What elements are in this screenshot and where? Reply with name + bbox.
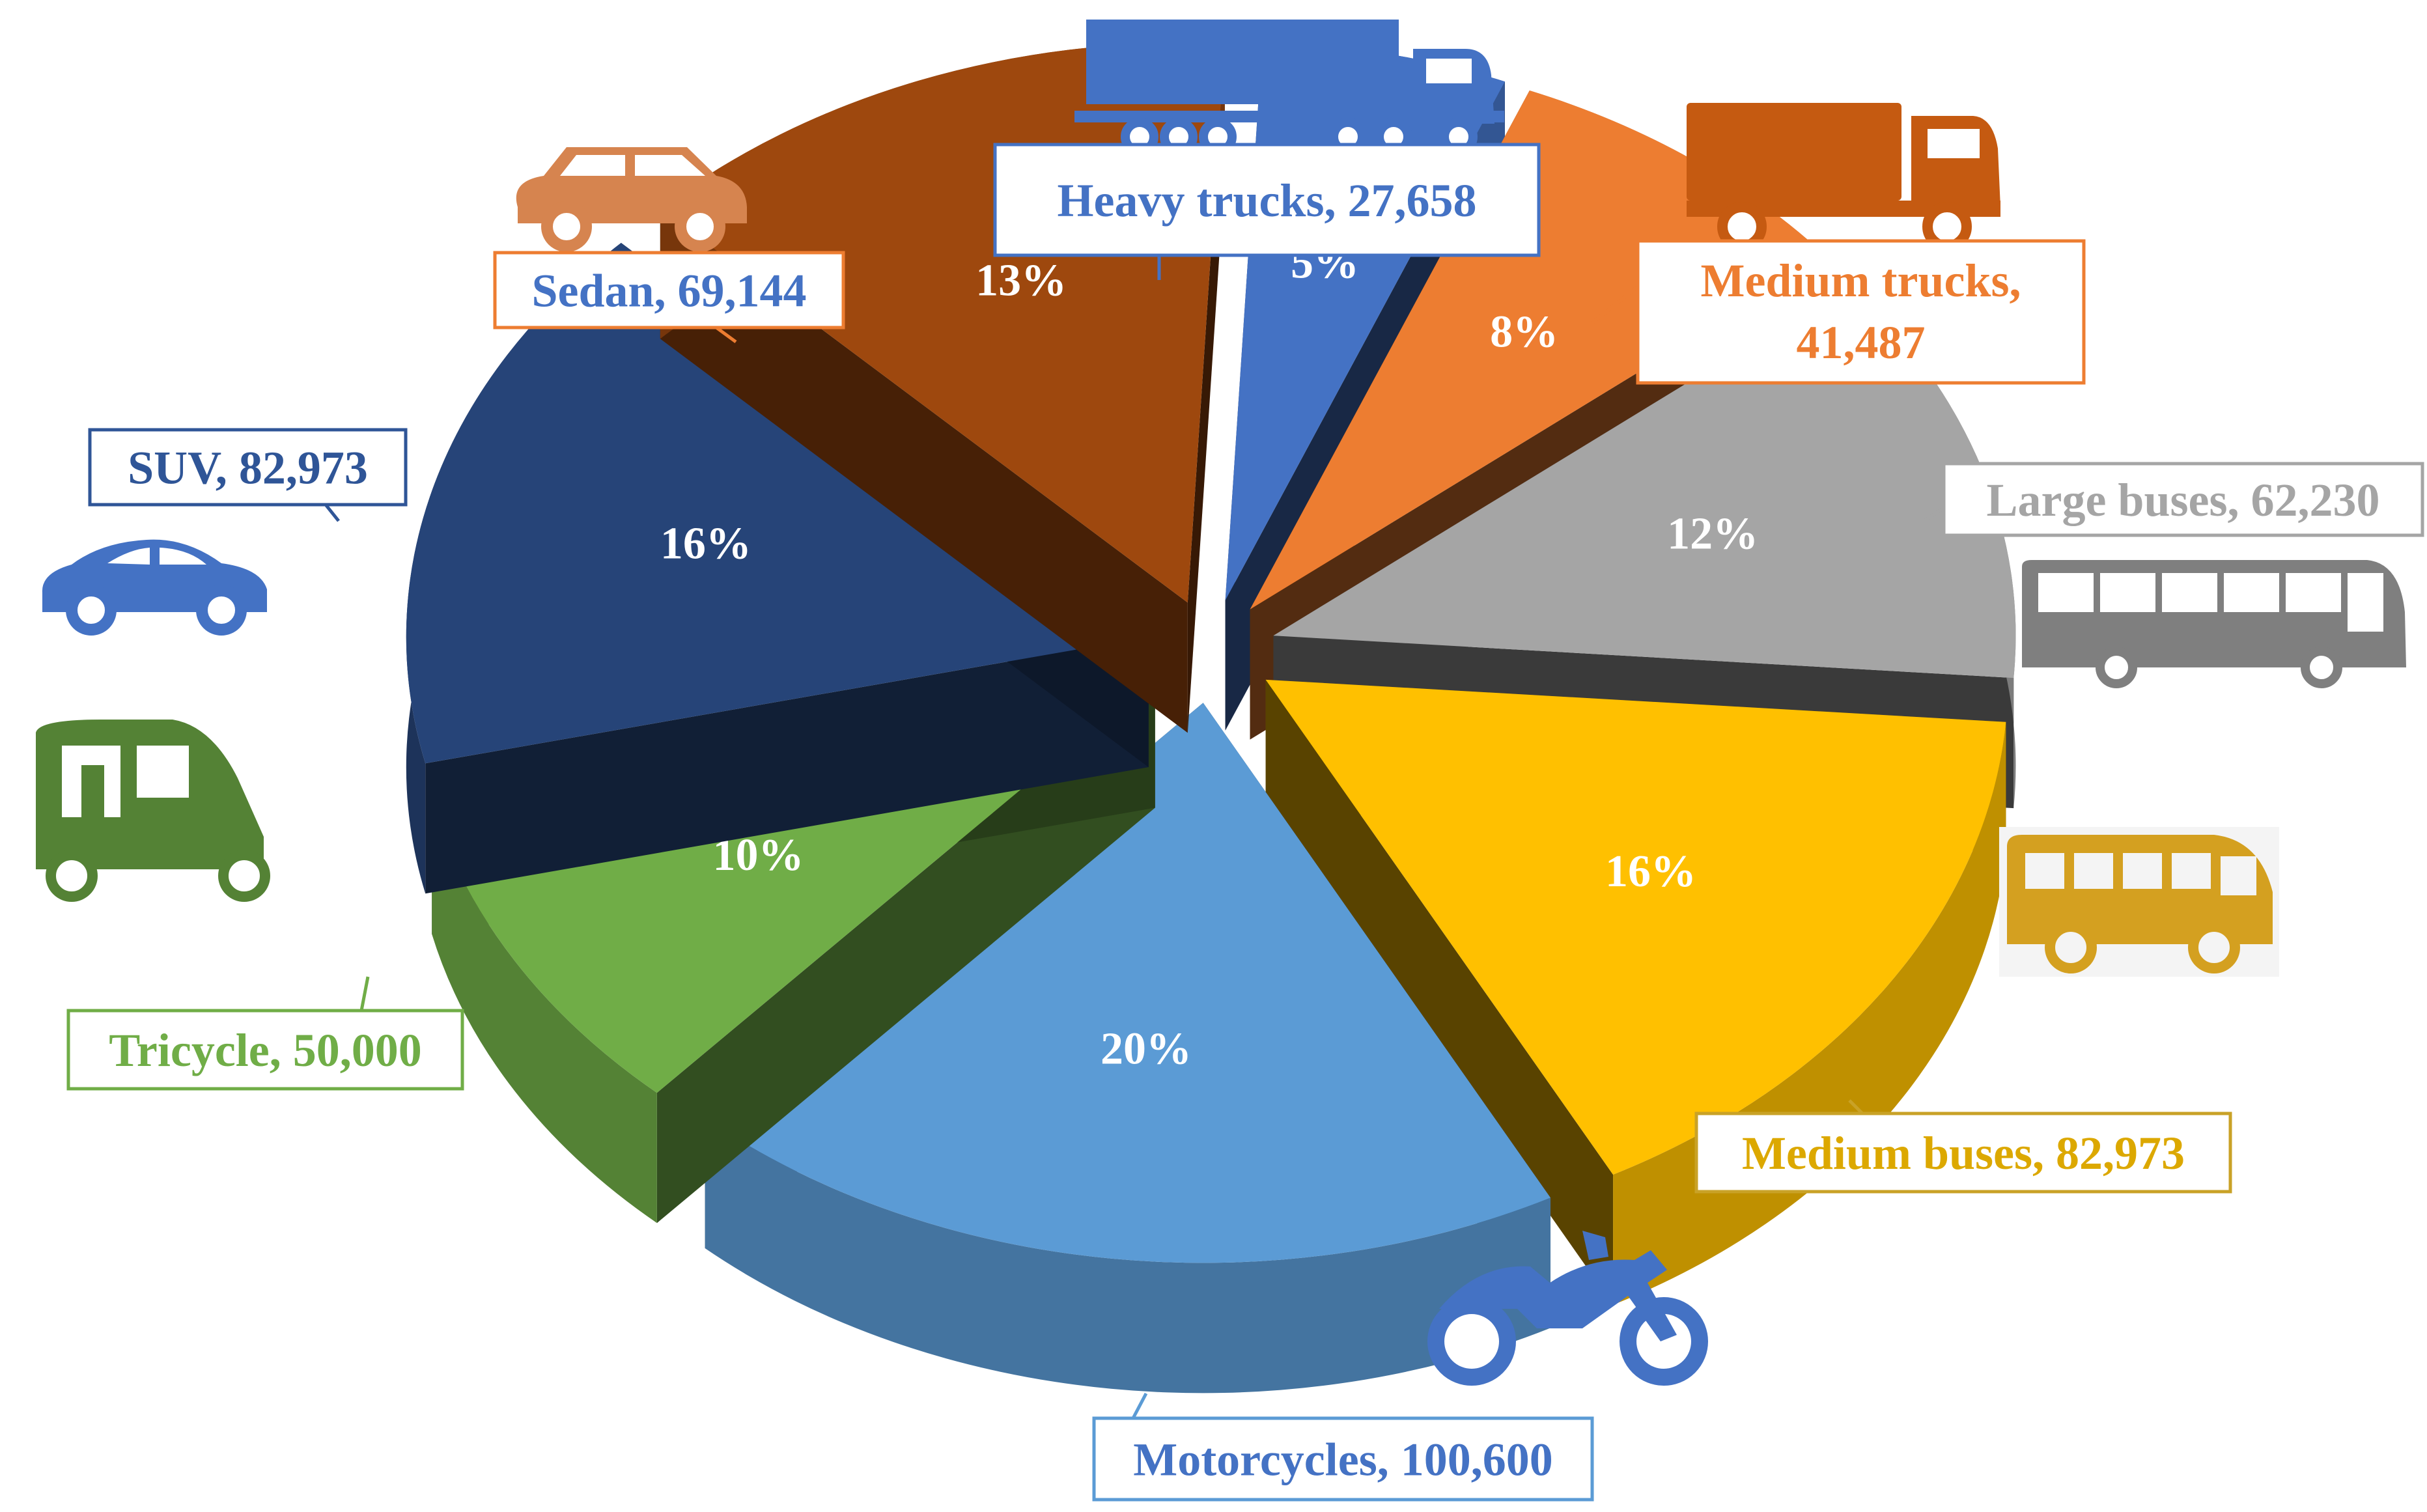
slice-rim xyxy=(705,1118,1551,1393)
callout-motorcycles: Motorcycles, 100,600 xyxy=(1092,1392,1594,1502)
callout-leader xyxy=(1848,1099,1864,1115)
callout-leader xyxy=(1923,506,1945,523)
percent-label: 16% xyxy=(1605,847,1696,897)
callout-leader xyxy=(715,326,737,344)
callout-text: Medium buses, 82,973 xyxy=(1742,1127,2185,1179)
callout-heavy-trucks: Heavy trucks, 27,658 xyxy=(993,143,1541,280)
callout-medium-trucks: Medium trucks, 41,487 xyxy=(1588,239,2086,385)
slice-side xyxy=(425,637,1149,894)
slice-top xyxy=(406,242,1149,764)
percent-label: 8% xyxy=(1490,307,1558,357)
percent-label: 13% xyxy=(975,255,1067,305)
slice-top xyxy=(705,703,1551,1263)
slice-top xyxy=(1265,679,2006,1175)
slice-rim xyxy=(432,804,657,1224)
callout-leader xyxy=(359,976,370,1011)
callout-text: Tricycle, 50,000 xyxy=(109,1024,422,1076)
callout-leader xyxy=(1588,285,1639,327)
slice-top xyxy=(1250,91,1827,609)
vehicle-icons xyxy=(36,20,2406,1386)
callout-value: 41,487 xyxy=(1797,316,1926,369)
pie-slices: 5%8%12%16%20%10%16%13% xyxy=(406,40,2016,1393)
callout-medium-buses: Medium buses, 82,973 xyxy=(1694,1099,2232,1194)
callout-text: Heavy trucks, 27,658 xyxy=(1058,175,1477,227)
callout-box xyxy=(1092,1416,1594,1502)
callout-large-buses: Large buses, 62,230 xyxy=(1923,462,2424,537)
medium-truck-icon xyxy=(1687,103,2000,251)
percent-label: 16% xyxy=(660,519,751,569)
callout-name: Medium trucks, xyxy=(1701,255,2021,307)
callout-text: SUV, 82,973 xyxy=(128,442,368,494)
callout-text: Motorcycles, 100,600 xyxy=(1133,1434,1552,1486)
large-bus-icon xyxy=(2022,560,2406,688)
slice-side xyxy=(1265,679,1614,1305)
callout-text: Sedan, 69,144 xyxy=(531,265,806,317)
callout-leader xyxy=(1131,1392,1148,1420)
heavy-truck-icon xyxy=(1074,20,1504,156)
slice-side xyxy=(660,208,1188,733)
suv-icon xyxy=(42,539,267,636)
callout-sedan: Sedan, 69,144 xyxy=(493,251,845,344)
callout-leader xyxy=(324,503,340,522)
callout-box xyxy=(493,251,845,329)
callout-box xyxy=(66,1009,464,1091)
callout-tricycle: Tricycle, 50,000 xyxy=(66,976,464,1091)
medium-bus-icon xyxy=(1999,827,2279,977)
callout-box xyxy=(1694,1112,2232,1194)
callout-box xyxy=(993,143,1541,257)
callout-box xyxy=(88,428,408,507)
data-labels: Heavy trucks, 27,658 Medium trucks, 41,487… xyxy=(66,143,2424,1502)
callout-suv: SUV, 82,973 xyxy=(88,428,408,522)
percent-label: 12% xyxy=(1667,509,1758,559)
callout-box xyxy=(1636,239,2086,385)
sedan-icon xyxy=(516,147,747,252)
tricycle-icon xyxy=(36,720,270,902)
motorcycle-icon xyxy=(1427,1231,1708,1386)
callout-text: Large buses, 62,230 xyxy=(1986,474,2379,526)
callout-box xyxy=(1942,462,2424,537)
percent-label: 20% xyxy=(1101,1024,1192,1074)
